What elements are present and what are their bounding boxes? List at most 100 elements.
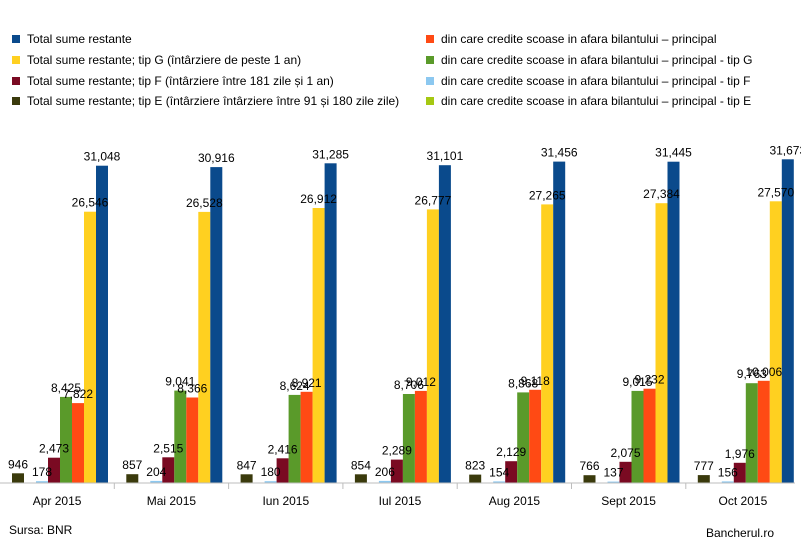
legend-label: Total sume restante; tip F (întârziere î… <box>27 74 334 88</box>
source-note: Sursa: BNR <box>9 523 73 537</box>
data-label: 8,868 <box>508 376 538 390</box>
data-label: 31,285 <box>312 147 349 161</box>
bar <box>126 474 139 483</box>
x-tick-label: Mai 2015 <box>147 494 197 508</box>
data-label: 26,546 <box>72 196 109 210</box>
bar <box>150 480 163 483</box>
bar <box>72 403 84 483</box>
bar <box>48 457 60 483</box>
data-label: 2,416 <box>268 442 298 456</box>
x-tick-label: Apr 2015 <box>33 494 82 508</box>
data-label: 31,445 <box>655 146 692 160</box>
data-label: 9,232 <box>634 373 664 387</box>
data-label: 2,473 <box>39 442 69 456</box>
legend-label: Total sume restante; tip E (întârziere î… <box>27 94 400 108</box>
bar <box>324 163 337 484</box>
bar <box>378 480 391 483</box>
data-label: 31,048 <box>84 150 121 164</box>
legend-label: din care credite scoase in afara bilantu… <box>441 74 751 88</box>
data-label: 31,456 <box>541 146 578 160</box>
data-label: 204 <box>146 465 166 479</box>
bar <box>619 461 632 483</box>
bar <box>697 475 710 483</box>
brand-note: Bancherul.ro <box>706 526 775 540</box>
bar <box>505 461 518 483</box>
legend-item-tip-g: Total sume restante; tip G (întârziere d… <box>12 53 301 67</box>
x-tick-label: Aug 2015 <box>489 494 541 508</box>
data-label: 26,528 <box>186 196 223 210</box>
bar <box>493 481 506 483</box>
data-label: 9,012 <box>406 375 436 389</box>
data-label: 156 <box>718 465 738 479</box>
data-label: 857 <box>122 458 142 472</box>
legend-swatch <box>12 97 20 105</box>
chart-legend: Total sume restante Total sume restante;… <box>0 0 801 110</box>
data-label: 2,515 <box>153 441 183 455</box>
data-label: 26,777 <box>415 193 452 207</box>
data-label: 180 <box>261 465 281 479</box>
bar <box>733 462 746 483</box>
data-label: 27,384 <box>643 187 680 201</box>
bar <box>288 394 301 483</box>
legend-label: Total sume restante <box>27 32 132 46</box>
legend-swatch <box>426 77 434 85</box>
data-label: 854 <box>351 458 371 472</box>
bar <box>438 165 451 483</box>
legend-item-offbalance-e: din care credite scoase in afara bilantu… <box>426 94 751 108</box>
x-tick-label: Oct 2015 <box>719 494 768 508</box>
data-label: 206 <box>375 465 395 479</box>
data-label: 8,425 <box>51 381 81 395</box>
bar <box>414 390 427 483</box>
data-label: 8,624 <box>280 379 310 393</box>
data-label: 2,075 <box>610 446 640 460</box>
data-label: 2,289 <box>382 444 412 458</box>
bar <box>36 481 48 483</box>
legend-swatch <box>426 56 434 64</box>
data-label: 8,921 <box>292 376 322 390</box>
data-label: 1,976 <box>725 447 755 461</box>
legend-item-tip-e: Total sume restante; tip E (întârziere î… <box>12 94 399 108</box>
legend-item-offbalance: din care credite scoase in afara bilantu… <box>426 32 717 46</box>
legend-label: din care credite scoase in afara bilantu… <box>441 32 717 46</box>
bar <box>769 201 782 484</box>
legend-item-offbalance-f: din care credite scoase in afara bilantu… <box>426 74 751 88</box>
bar <box>390 459 403 483</box>
data-label: 9,118 <box>521 374 550 388</box>
bar <box>745 383 758 483</box>
bar <box>198 211 211 483</box>
legend-swatch <box>12 56 20 64</box>
data-label: 31,673 <box>769 143 801 157</box>
bar <box>312 208 325 483</box>
bar <box>643 388 656 483</box>
data-label: 946 <box>8 457 28 471</box>
data-label: 26,912 <box>300 192 337 206</box>
data-label: 9,015 <box>622 375 652 389</box>
bar <box>667 161 680 483</box>
bar <box>553 161 566 483</box>
bar <box>517 392 530 483</box>
data-label: 847 <box>237 458 257 472</box>
bar <box>607 481 620 483</box>
bar <box>210 167 223 483</box>
legend-item-tip-f: Total sume restante; tip F (întârziere î… <box>12 74 334 88</box>
bar <box>300 391 313 483</box>
bar <box>781 159 794 484</box>
bar <box>757 380 770 483</box>
legend-item-total: Total sume restante <box>12 32 132 46</box>
x-tick-label: Iun 2015 <box>262 494 309 508</box>
bar <box>583 475 596 483</box>
bar <box>84 211 96 483</box>
data-label: 9,041 <box>165 375 195 389</box>
x-tick-label: Sept 2015 <box>601 494 656 508</box>
bars-layer <box>12 159 794 484</box>
bar <box>162 457 175 483</box>
legend-label: din care credite scoase in afara bilantu… <box>441 94 752 108</box>
data-label: 30,916 <box>198 151 235 165</box>
legend-swatch <box>12 77 20 85</box>
x-tick-layer: Apr 2015 Mai 2015 Iun 2015 Iul 2015 Aug 2015… <box>33 483 768 508</box>
bar <box>469 474 482 483</box>
bar <box>186 397 199 483</box>
legend-item-offbalance-g: din care credite scoase in afara bilantu… <box>426 53 753 67</box>
data-label: 8,366 <box>177 382 207 396</box>
